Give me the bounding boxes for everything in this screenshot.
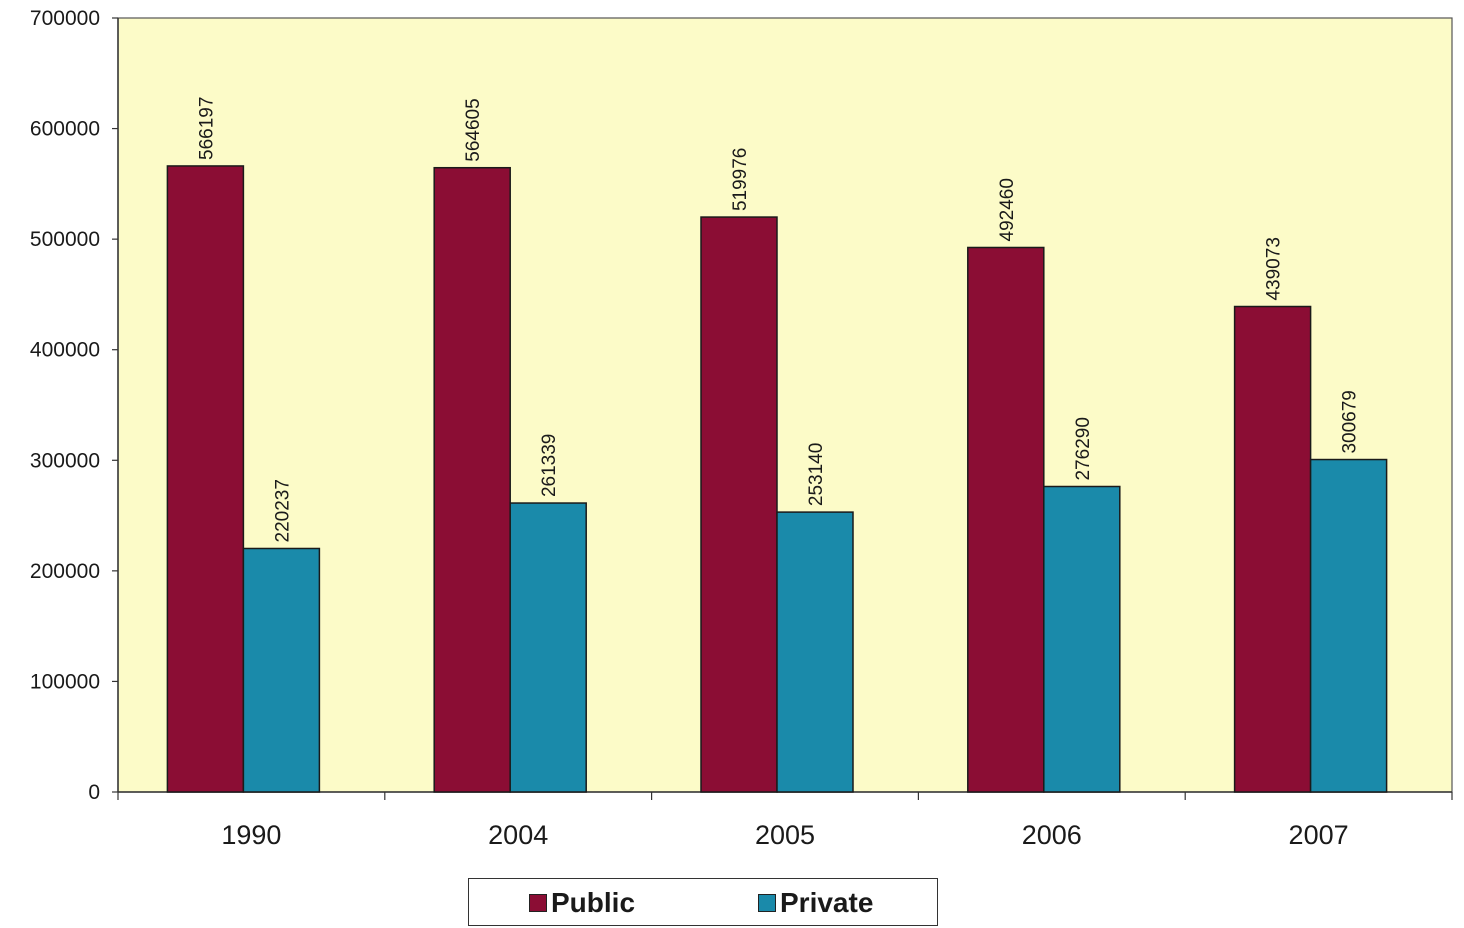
data-label-public-2006: 492460 <box>997 178 1018 241</box>
y-tick-label: 600000 <box>30 118 100 141</box>
y-tick-label: 700000 <box>30 7 100 30</box>
data-label-private-2007: 300679 <box>1340 390 1361 453</box>
legend-swatch-public <box>529 894 547 912</box>
bar-private-2006 <box>1043 485 1121 793</box>
data-label-private-2005: 253140 <box>806 443 827 506</box>
data-label-public-2007: 439073 <box>1264 237 1285 300</box>
bar-private-2007 <box>1309 458 1388 793</box>
x-tick-label: 2006 <box>1022 820 1082 850</box>
bar-private-2004 <box>509 502 587 793</box>
y-tick-label: 400000 <box>30 339 100 362</box>
bar-private-2005 <box>776 511 854 793</box>
y-tick-label: 100000 <box>30 670 100 693</box>
y-tick-label: 300000 <box>30 449 100 472</box>
legend-label-private: Private <box>780 887 874 918</box>
data-label-private-2006: 276290 <box>1073 417 1094 480</box>
bar-public-2006 <box>967 246 1045 793</box>
data-labels-group: 566197 220237 564605 261339 519976 253140 4924… <box>196 97 1360 543</box>
x-axis: 1990 2004 2005 2006 2007 <box>117 791 1453 850</box>
y-tick-label: 0 <box>88 781 100 804</box>
x-tick-label: 2007 <box>1289 820 1349 850</box>
legend-item-private: Private <box>758 887 874 918</box>
y-tick-label: 200000 <box>30 560 100 583</box>
legend: Public Private <box>468 878 938 926</box>
y-tick-label: 500000 <box>30 228 100 251</box>
legend-item-public: Public <box>529 887 636 918</box>
bar-private-1990 <box>242 547 321 793</box>
bars-group <box>166 165 1388 793</box>
x-tick-label: 1990 <box>221 820 281 850</box>
data-label-public-1990: 566197 <box>196 97 217 160</box>
data-label-private-2004: 261339 <box>539 434 560 497</box>
bar-public-2004 <box>433 166 511 793</box>
y-axis: 0 100000 200000 300000 400000 500000 600000 700… <box>30 7 119 804</box>
x-tick-label: 2004 <box>488 820 548 850</box>
data-label-public-2004: 564605 <box>463 98 484 161</box>
data-label-public-2005: 519976 <box>730 148 751 211</box>
legend-swatch-private <box>758 894 776 912</box>
bar-public-1990 <box>166 165 245 793</box>
x-tick-label: 2005 <box>755 820 815 850</box>
data-label-private-1990: 220237 <box>272 479 293 542</box>
bar-public-2005 <box>700 216 778 793</box>
legend-label-public: Public <box>551 887 636 918</box>
bar-public-2007 <box>1233 305 1312 793</box>
